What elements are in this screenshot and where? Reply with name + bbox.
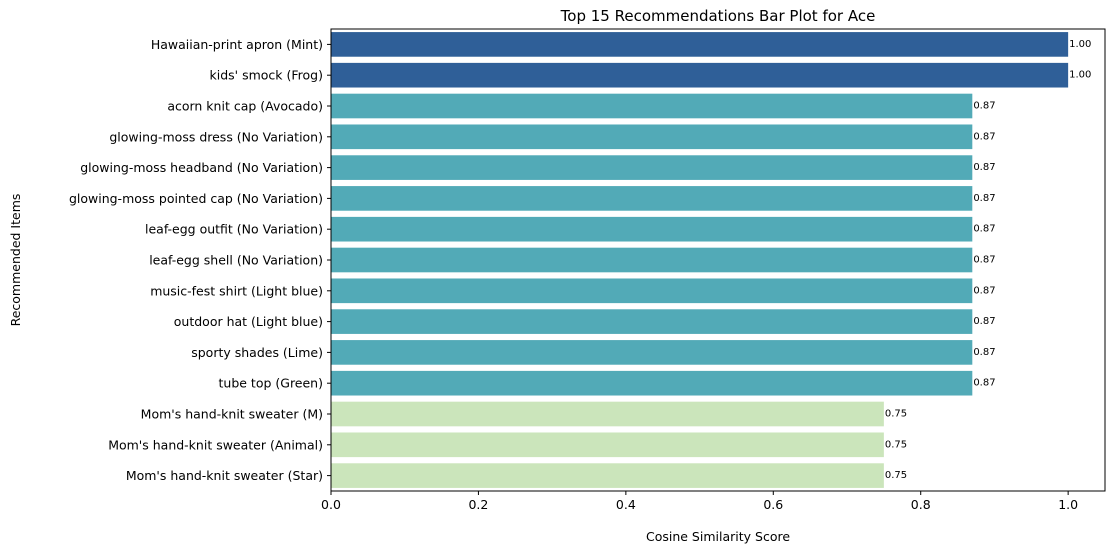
bar xyxy=(331,155,973,180)
data-label: 0.87 xyxy=(973,224,995,235)
y-tick-label: glowing-moss pointed cap (No Variation) xyxy=(69,191,323,206)
data-label: 0.87 xyxy=(973,316,995,327)
y-tick-label: leaf-egg outfit (No Variation) xyxy=(145,222,323,237)
y-tick-labels: Hawaiian-print apron (Mint) kids' smock (… xyxy=(69,37,331,483)
data-label: 0.87 xyxy=(973,255,995,266)
x-tick-label: 1.0 xyxy=(1058,497,1078,512)
data-label: 0.75 xyxy=(885,439,907,450)
y-tick-label: Mom's hand-knit sweater (Star) xyxy=(126,468,323,483)
bar xyxy=(331,93,973,119)
data-label: 0.87 xyxy=(973,131,995,142)
y-tick-label: glowing-moss dress (No Variation) xyxy=(109,129,323,144)
y-tick-label: Hawaiian-print apron (Mint) xyxy=(151,37,323,52)
x-ticks: 0.0 0.2 0.4 0.6 0.8 1.0 xyxy=(321,491,1078,512)
bar xyxy=(331,340,973,365)
chart-title: Top 15 Recommendations Bar Plot for Ace xyxy=(560,7,876,25)
bar xyxy=(331,124,973,150)
y-tick-label: sporty shades (Lime) xyxy=(191,345,323,360)
bar xyxy=(331,278,973,304)
y-tick-label: Mom's hand-knit sweater (M) xyxy=(141,407,323,422)
data-label: 0.87 xyxy=(973,101,995,112)
y-tick-label: glowing-moss headband (No Variation) xyxy=(80,160,323,175)
y-tick-label: kids' smock (Frog) xyxy=(210,68,323,83)
y-tick-label: music-fest shirt (Light blue) xyxy=(150,283,323,298)
data-labels: 1.00 1.00 0.87 0.87 0.87 0.87 0.87 0.87 0.87 0.87… xyxy=(885,39,1092,481)
bar xyxy=(331,309,973,334)
data-label: 0.87 xyxy=(973,193,995,204)
bar xyxy=(331,247,973,273)
y-tick-label: Mom's hand-knit sweater (Animal) xyxy=(108,437,323,452)
bar xyxy=(331,216,973,242)
y-tick-label: outdoor hat (Light blue) xyxy=(174,314,323,329)
y-tick-label: acorn knit cap (Avocado) xyxy=(167,99,323,114)
bars-group xyxy=(331,32,1069,488)
bar xyxy=(331,62,1069,88)
bar xyxy=(331,32,1069,57)
y-tick-label: leaf-egg shell (No Variation) xyxy=(149,253,323,268)
y-tick-label: tube top (Green) xyxy=(219,376,324,391)
y-axis-label: Recommended Items xyxy=(8,194,23,327)
x-tick-label: 0.8 xyxy=(911,497,931,512)
data-label: 0.75 xyxy=(885,409,907,420)
data-label: 1.00 xyxy=(1069,39,1091,50)
bar xyxy=(331,463,884,488)
x-tick-label: 0.0 xyxy=(321,497,341,512)
data-label: 0.87 xyxy=(973,285,995,296)
bar xyxy=(331,432,884,458)
x-tick-label: 0.2 xyxy=(468,497,488,512)
data-label: 1.00 xyxy=(1069,70,1091,81)
x-tick-label: 0.4 xyxy=(616,497,636,512)
x-axis-label: Cosine Similarity Score xyxy=(646,529,790,544)
x-tick-label: 0.6 xyxy=(763,497,783,512)
plot-frame xyxy=(330,28,1106,492)
data-label: 0.87 xyxy=(973,378,995,389)
data-label: 0.87 xyxy=(973,347,995,358)
bar xyxy=(331,370,973,396)
bar xyxy=(331,401,884,427)
data-label: 0.75 xyxy=(885,470,907,481)
data-label: 0.87 xyxy=(973,162,995,173)
bar xyxy=(331,186,973,211)
